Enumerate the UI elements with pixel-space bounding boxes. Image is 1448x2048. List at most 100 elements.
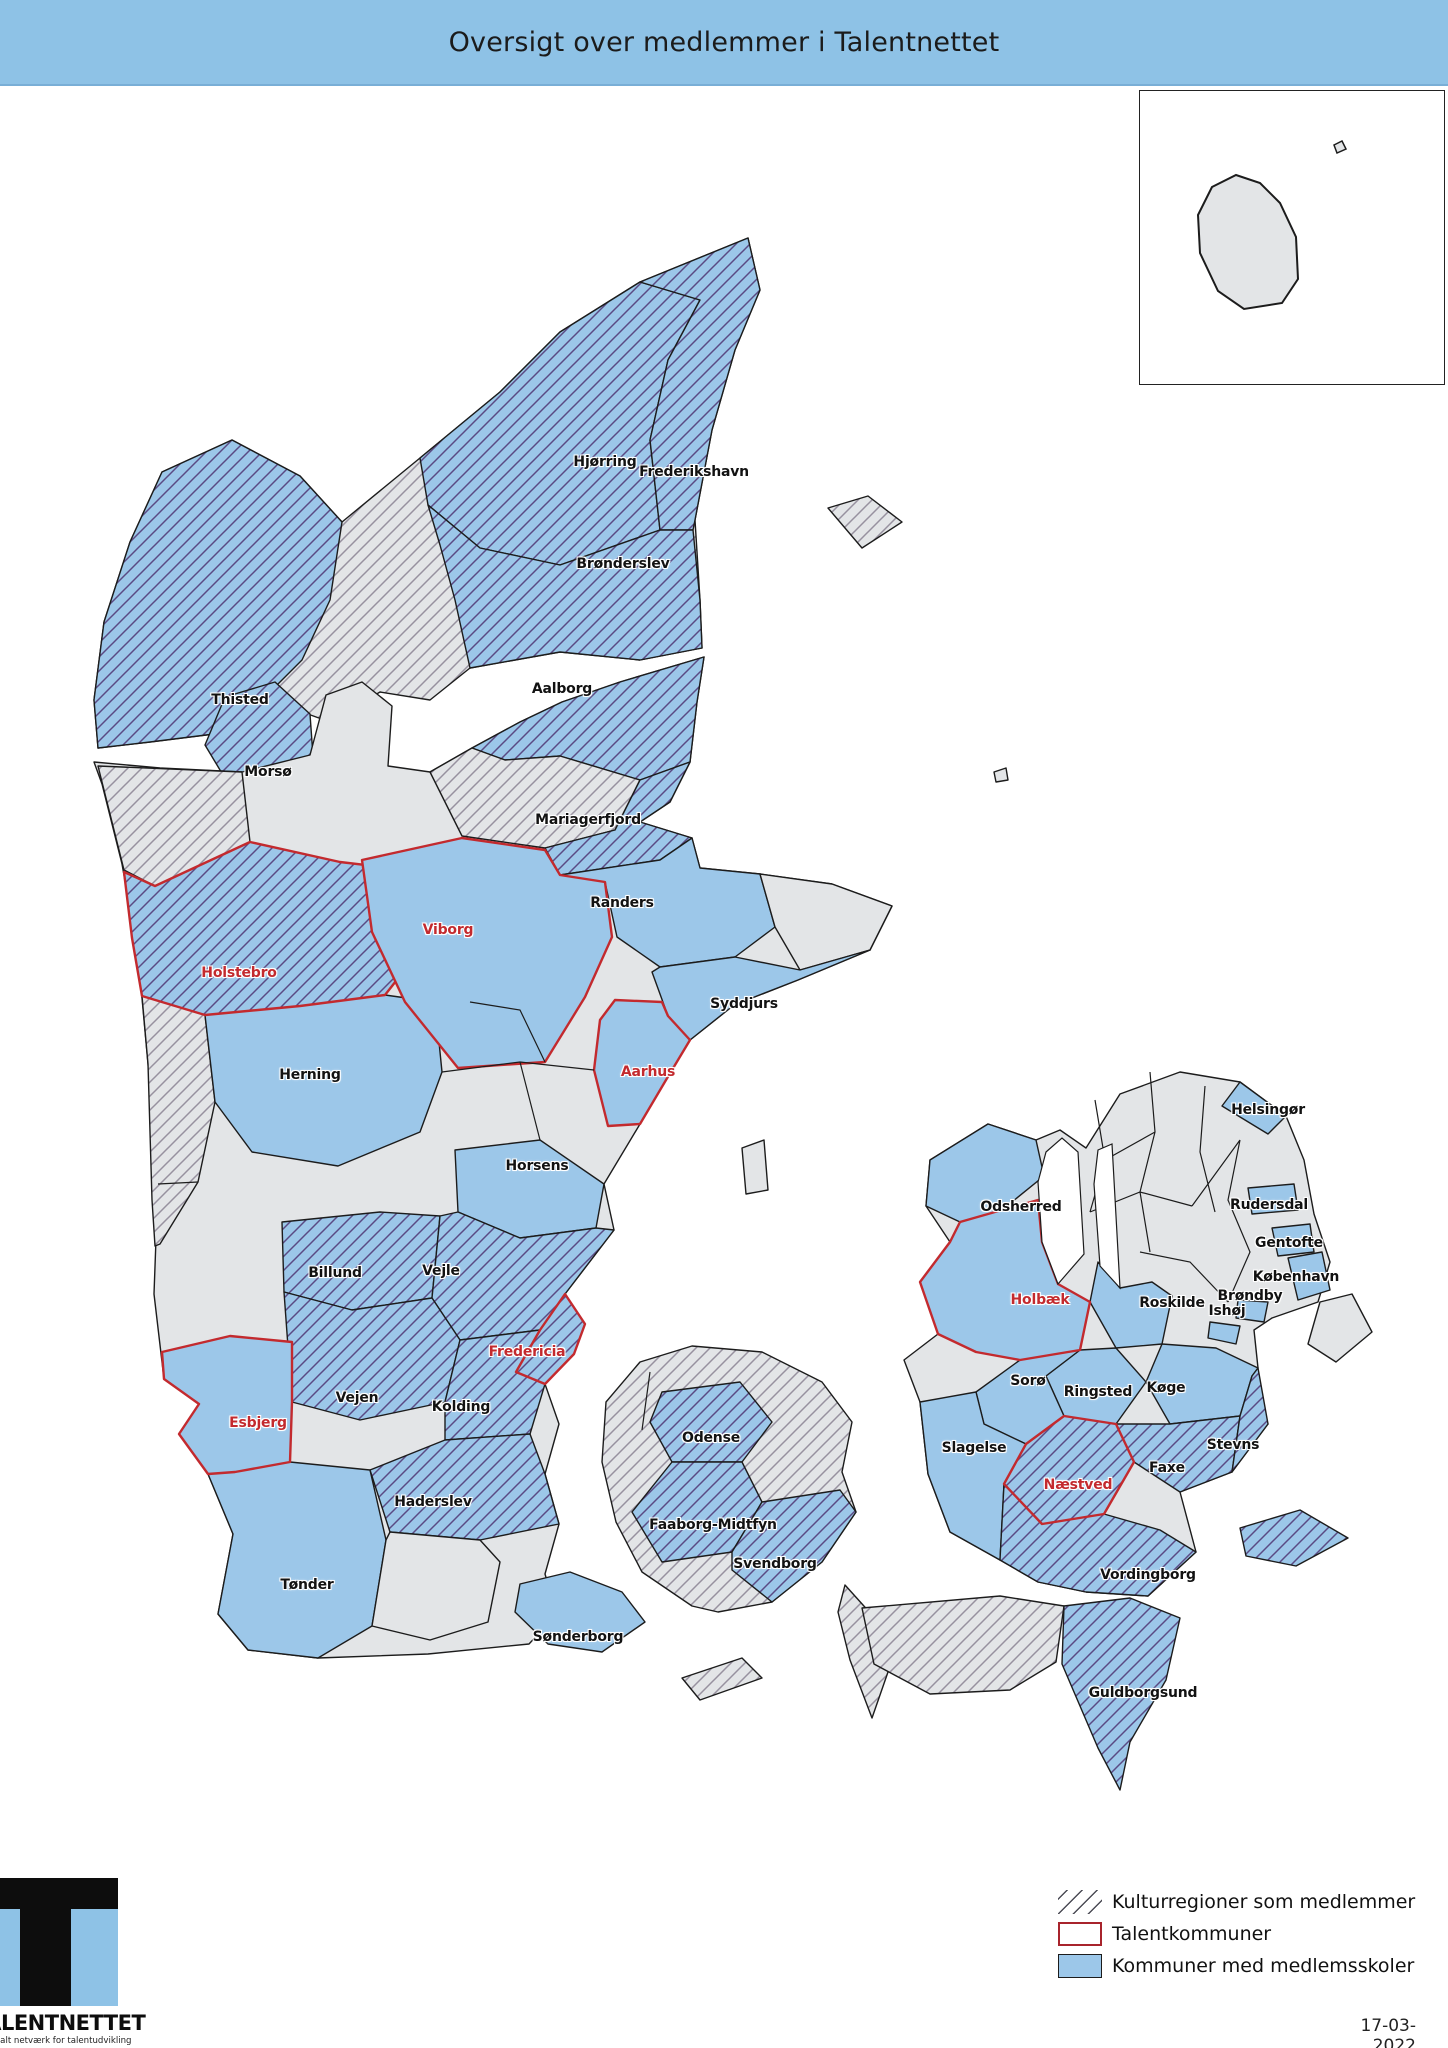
map-label-gentofte: Gentofte (1255, 1235, 1323, 1251)
map-label-viborg: Viborg (422, 922, 474, 938)
region-roskilde (1089, 1261, 1173, 1349)
bornholm-inset-map (1196, 139, 1348, 311)
region-sonderborg (514, 1571, 646, 1653)
region-laeso (827, 495, 903, 549)
map-label-frederikshavn: Frederikshavn (639, 464, 749, 480)
legend-item-kulturregioner: Kulturregioner som medlemmer (1058, 1890, 1415, 1914)
map-label-kolding: Kolding (431, 1399, 491, 1415)
map-label-vejen: Vejen (335, 1390, 379, 1406)
map-label-s-nderborg: Sønderborg (532, 1629, 624, 1645)
title-bar: Oversigt over medlemmer i Talentnettet (0, 0, 1448, 86)
region-bornholm (1196, 173, 1300, 311)
map-label-br-ndby: Brøndby (1217, 1288, 1283, 1304)
map-label-odense: Odense (681, 1430, 741, 1446)
region-billund (281, 1211, 441, 1311)
region-tonder (207, 1461, 387, 1659)
map-label-faaborg-midtfyn: Faaborg-Midtfyn (649, 1517, 777, 1533)
region-esbjerg (160, 1334, 294, 1476)
map-label-thisted: Thisted (211, 692, 269, 708)
talentnettet-t-mark-icon (0, 1878, 123, 2006)
map-label-mariagerfjord: Mariagerfjord (535, 812, 641, 828)
map-label-holb-k: Holbæk (1010, 1292, 1070, 1308)
map-label-slagelse: Slagelse (941, 1440, 1007, 1456)
map-label-vordingborg: Vordingborg (1100, 1567, 1196, 1583)
map-label-randers: Randers (590, 895, 654, 911)
region-aabenraa (371, 1531, 501, 1641)
roskilde-fjord (1093, 1143, 1121, 1290)
map-label-mors-: Morsø (244, 764, 292, 780)
map-label-br-nderslev: Brønderslev (576, 556, 670, 572)
isefjord (1037, 1137, 1085, 1286)
map-label-n-stved: Næstved (1043, 1477, 1113, 1493)
map-label-holstebro: Holstebro (201, 965, 277, 981)
region-samso (741, 1139, 769, 1195)
region-stevns (1231, 1367, 1269, 1473)
map-label-herning: Herning (279, 1067, 341, 1083)
legend-label: Kulturregioner som medlemmer (1112, 1891, 1416, 1913)
legend-label: Talentkommuner (1112, 1923, 1272, 1945)
legend-item-medlemsskoler: Kommuner med medlemsskoler (1058, 1954, 1415, 1978)
map-label-t-nder: Tønder (280, 1577, 334, 1593)
page-title: Oversigt over medlemmer i Talentnettet (448, 26, 1000, 58)
region-odsherred (925, 1123, 1045, 1223)
map-date: 17-03-2022 (1360, 2016, 1416, 2048)
region-aero (681, 1657, 763, 1701)
region-lolland (861, 1595, 1065, 1695)
legend-item-talentkommuner: Talentkommuner (1058, 1922, 1415, 1946)
region-amager (1307, 1293, 1373, 1363)
map-label-horsens: Horsens (505, 1158, 569, 1174)
region-bronderslev (427, 504, 703, 669)
red-outline-swatch-icon (1058, 1922, 1102, 1946)
map-label-k-ge: Køge (1146, 1380, 1186, 1396)
region-helsingor (1221, 1081, 1287, 1135)
map-label-haderslev: Haderslev (394, 1494, 472, 1510)
map-label-helsing-r: Helsingør (1231, 1102, 1305, 1118)
map-label-ish-j: Ishøj (1208, 1303, 1246, 1319)
hatch-swatch-icon (1058, 1890, 1102, 1914)
region-anholt (993, 767, 1009, 783)
region-kobenhavn (1287, 1251, 1331, 1301)
map-label-esbjerg: Esbjerg (229, 1415, 287, 1431)
map-label-syddjurs: Syddjurs (710, 996, 778, 1012)
blue-fill-swatch-icon (1058, 1954, 1102, 1978)
map-label-ringsted: Ringsted (1063, 1384, 1133, 1400)
map-label-stevns: Stevns (1206, 1437, 1260, 1453)
region-aarhus (592, 998, 692, 1128)
map-label-billund: Billund (308, 1265, 362, 1281)
map-label-aalborg: Aalborg (531, 681, 593, 697)
region-frederikshavn (639, 237, 761, 531)
map-label-hj-rring: Hjørring (573, 454, 637, 470)
region-ishoj (1207, 1321, 1241, 1345)
region-brondby (1235, 1299, 1269, 1323)
region-syddjurs (651, 949, 871, 1041)
region-svendborg (731, 1489, 857, 1603)
map-label-fredericia: Fredericia (488, 1344, 566, 1360)
region-rudersdal (1247, 1183, 1299, 1215)
logo-title: TALENTNETTET (0, 2011, 146, 2035)
map-label-sor-: Sorø (1010, 1373, 1046, 1389)
map-label-k-benhavn: København (1252, 1269, 1340, 1285)
region-holbaek (918, 1198, 1092, 1362)
map-label-odsherred: Odsherred (980, 1199, 1062, 1215)
region-fredericia (514, 1292, 587, 1386)
region-ertholmene (1333, 139, 1348, 155)
map-label-rudersdal: Rudersdal (1230, 1197, 1308, 1213)
region-mon (1239, 1509, 1349, 1567)
region-guldborgsund (1061, 1597, 1181, 1791)
map-label-faxe: Faxe (1149, 1460, 1185, 1476)
map-label-svendborg: Svendborg (733, 1556, 817, 1572)
legend-label: Kommuner med medlemsskoler (1112, 1955, 1415, 1977)
region-naestved (1002, 1414, 1136, 1526)
map-label-aarhus: Aarhus (620, 1064, 676, 1080)
region-viborg (360, 836, 614, 1070)
map-label-guldborgsund: Guldborgsund (1088, 1685, 1198, 1701)
logo-subtitle: nationalt netværk for talentudvikling (0, 2036, 132, 2046)
municipal-borders-mid-jutland (157, 1001, 651, 1431)
talentnettet-logo: TALENTNETTET nationalt netværk for talen… (0, 1878, 146, 2046)
map-label-roskilde: Roskilde (1139, 1295, 1205, 1311)
region-gentofte (1271, 1223, 1315, 1257)
bornholm-inset (1139, 90, 1445, 385)
legend: Kulturregioner som medlemmer Talentkommu… (1058, 1890, 1415, 1978)
